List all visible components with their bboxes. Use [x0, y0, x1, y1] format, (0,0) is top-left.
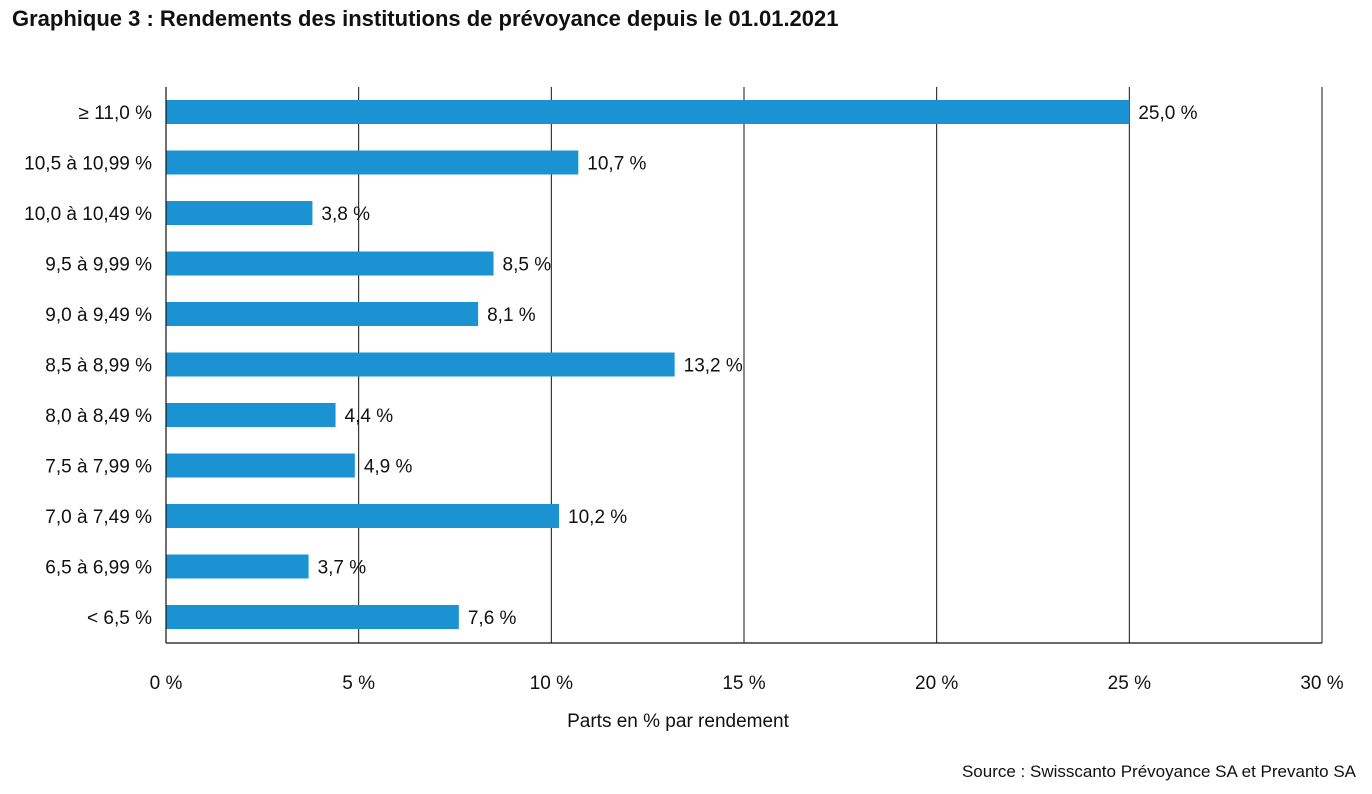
- chart-title: Graphique 3 : Rendements des institution…: [12, 6, 839, 31]
- bar: [166, 605, 459, 629]
- data-label: 10,7 %: [587, 154, 646, 175]
- x-tick-label: 5 %: [342, 673, 375, 694]
- bar: [166, 453, 355, 478]
- data-label: 4,9 %: [364, 457, 413, 478]
- y-category-label: 10,0 à 10,49 %: [24, 204, 152, 225]
- bar: [166, 554, 309, 579]
- y-category-label: 7,5 à 7,99 %: [45, 457, 152, 478]
- x-tick-label: 30 %: [1300, 673, 1343, 694]
- bar: [166, 352, 675, 377]
- data-label: 8,1 %: [487, 305, 536, 326]
- data-label: 3,7 %: [318, 558, 367, 579]
- label-layer: 0 % 5 % 10 % 15 % 20 % 25 % 30 % ≥ 11,0 % 25,0 %…: [24, 103, 1344, 694]
- x-tick-label: 0 %: [150, 673, 183, 694]
- bar: [166, 302, 479, 326]
- source-note: Source : Swisscanto Prévoyance SA et Pre…: [961, 762, 1356, 781]
- y-category-label: 10,5 à 10,99 %: [24, 154, 152, 175]
- bar-layer: [166, 100, 1130, 629]
- bar: [166, 150, 579, 175]
- y-category-label: 8,5 à 8,99 %: [45, 356, 152, 377]
- y-category-label: 9,0 à 9,49 %: [45, 305, 152, 326]
- y-category-label: 8,0 à 8,49 %: [45, 406, 152, 427]
- data-label: 8,5 %: [503, 255, 552, 276]
- data-label: 10,2 %: [568, 507, 627, 528]
- x-tick-label: 20 %: [915, 673, 958, 694]
- bar: [166, 251, 494, 276]
- bar: [166, 403, 336, 427]
- y-category-label: 6,5 à 6,99 %: [45, 558, 152, 579]
- bar: [166, 100, 1130, 124]
- axis-layer: [165, 87, 1322, 644]
- x-tick-label: 15 %: [722, 673, 765, 694]
- x-tick-label: 10 %: [530, 673, 573, 694]
- data-label: 3,8 %: [321, 204, 370, 225]
- y-category-label: 7,0 à 7,49 %: [45, 507, 152, 528]
- y-category-label: < 6,5 %: [87, 608, 152, 629]
- bar: [166, 504, 560, 528]
- data-label: 25,0 %: [1138, 103, 1197, 124]
- data-label: 13,2 %: [684, 356, 743, 377]
- bar: [166, 201, 313, 225]
- data-label: 4,4 %: [345, 406, 394, 427]
- x-axis-title: Parts en % par rendement: [567, 711, 789, 732]
- x-tick-label: 25 %: [1108, 673, 1151, 694]
- y-category-label: 9,5 à 9,99 %: [45, 255, 152, 276]
- y-category-label: ≥ 11,0 %: [79, 103, 153, 124]
- data-label: 7,6 %: [468, 608, 517, 629]
